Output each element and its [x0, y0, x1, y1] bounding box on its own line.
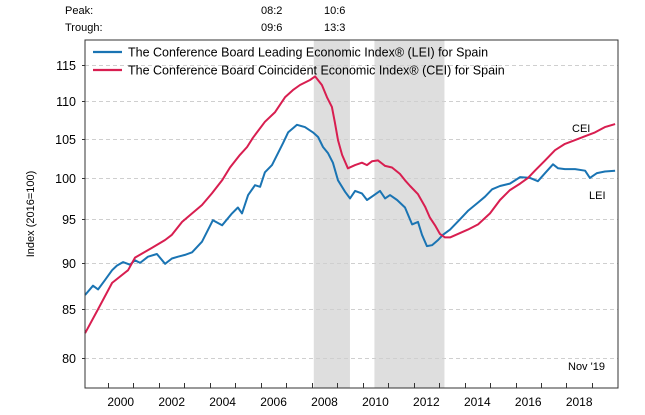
x-tick-label: 2004 [209, 395, 236, 409]
x-tick-label: 2016 [515, 395, 542, 409]
y-tick-label: 90 [62, 257, 76, 271]
y-tick-label: 80 [62, 352, 76, 366]
x-tick-label: 2000 [107, 395, 134, 409]
legend-label-cei: The Conference Board Coincident Economic… [128, 64, 505, 78]
recession-shading-group [313, 40, 445, 388]
y-tick-label: 110 [56, 95, 76, 109]
legend: The Conference Board Leading Economic In… [93, 46, 505, 78]
x-axis: 2000 2002 2004 2006 2008 2010 2012 2014 2016 2018 [107, 383, 593, 409]
y-tick-label: 105 [55, 133, 76, 147]
x-tick-label: 2008 [311, 395, 338, 409]
x-tick-label: 2010 [362, 395, 389, 409]
recession-2-peak: 10:6 [324, 5, 346, 17]
y-tick-label: 100 [55, 172, 76, 186]
plot-frame [84, 39, 619, 389]
y-tick-label: 115 [56, 59, 76, 73]
x-tick-label: 2006 [260, 395, 287, 409]
legend-label-lei: The Conference Board Leading Economic In… [128, 46, 488, 60]
y-axis: 80 85 90 95 100 105 110 115 [55, 59, 85, 366]
x-tick-label: 2002 [158, 395, 185, 409]
x-tick-label: 2014 [464, 395, 491, 409]
latest-date-annotation: Nov '19 [568, 361, 605, 373]
y-tick-label: 85 [62, 303, 76, 317]
recession-1-peak: 08:2 [261, 5, 283, 17]
gridlines [85, 65, 618, 359]
series-line-cei [84, 75, 616, 334]
y-axis-label: Index (2016=100) [25, 171, 37, 258]
peak-label: Peak: [65, 5, 94, 17]
recession-1-trough: 09:6 [261, 22, 283, 34]
x-tick-label: 2018 [566, 395, 593, 409]
trough-label: Trough: [65, 22, 103, 34]
series-line-lei [84, 123, 616, 296]
y-tick-label: 95 [62, 213, 76, 227]
x-tick-label: 2012 [413, 395, 440, 409]
recession-2-trough: 13:3 [324, 22, 346, 34]
recession-band-2 [374, 40, 445, 388]
series-lines [84, 75, 616, 334]
series-label-lei: LEI [589, 190, 606, 202]
recession-band-1 [313, 40, 350, 388]
series-label-cei: CEI [572, 123, 590, 135]
